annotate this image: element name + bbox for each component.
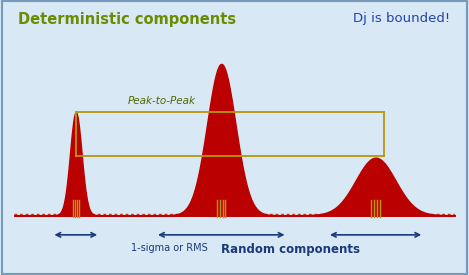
Text: Peak-to-Peak: Peak-to-Peak [128,96,196,106]
Text: Deterministic components: Deterministic components [18,12,236,27]
Text: 1-sigma or RMS: 1-sigma or RMS [131,243,208,253]
Text: Random components: Random components [221,243,360,256]
Text: Dj is bounded!: Dj is bounded! [354,12,451,24]
